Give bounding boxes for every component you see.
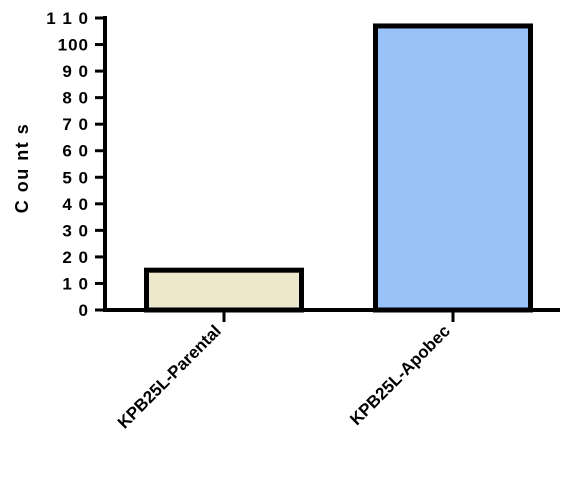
bar-kpb25l-parental [144,267,304,313]
y-tick-label: 2 0 [62,248,89,267]
y-tick-label: 5 0 [62,168,89,187]
y-tick-label: 0 [79,301,89,320]
x-tick-label: KPB25L-Parental [114,321,225,432]
x-tick-label: KPB25L-Apobec [346,321,454,429]
y-tick-label: 100 [58,36,89,55]
y-tick-label: 1 0 [62,274,89,293]
y-tick-label: 3 0 [62,221,89,240]
y-tick-label: 4 0 [62,195,89,214]
y-tick-label: 1 1 0 [46,9,89,28]
y-tick-label: 7 0 [62,115,89,134]
y-tick-label: 8 0 [62,89,89,108]
y-tick-label: 9 0 [62,62,89,81]
bar-kpb25l-apobec [373,23,533,313]
y-axis-title: C ou nt s [12,123,32,214]
y-tick-label: 6 0 [62,142,89,161]
plot-area: 0 1 0 2 0 3 0 4 0 5 0 6 0 7 0 8 0 9 0 100 1 1 0 KPB2… [46,9,560,432]
